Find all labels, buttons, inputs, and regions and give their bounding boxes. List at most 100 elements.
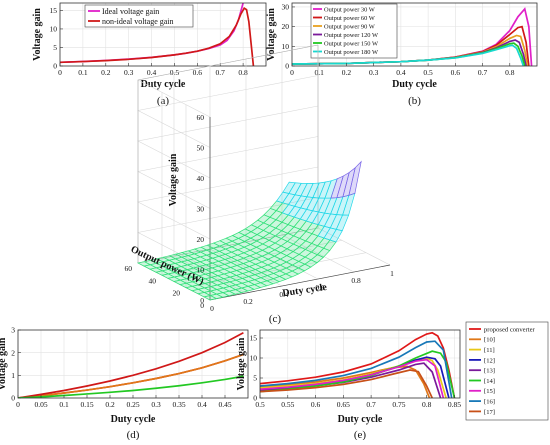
series-line-0	[260, 331, 456, 398]
legend-label: proposed converter	[484, 326, 536, 333]
legend-label: [17]	[484, 409, 495, 416]
x-tick-label: 0.3	[151, 400, 161, 409]
axis-edge-back	[137, 44, 319, 263]
x-tick-label: 0.85	[448, 400, 461, 409]
x-tick-label: 0.7	[216, 68, 226, 77]
x-tick-label: 0.8	[422, 400, 432, 409]
y-tick-label: 15	[50, 6, 58, 15]
floor-grid-y	[185, 252, 367, 288]
x-tick-label: 0.4	[279, 290, 289, 299]
legend-label: Output power 150 W	[324, 40, 379, 47]
x-tick-label: 0.6	[311, 400, 321, 409]
y-tick-label: 20	[173, 289, 181, 298]
x-tick-label: 0.3	[369, 68, 379, 77]
x-tick-label: 0.75	[392, 400, 405, 409]
axes-box	[259, 329, 461, 399]
x-tick-label: 0.65	[337, 400, 350, 409]
y-tick-label: 30	[282, 3, 290, 12]
series-line-2	[18, 331, 244, 398]
plot-e: 0.5 0.55 0.6 0.65 0.7 0.75 0.8 0.85 0 5 10 15 Duty c…	[236, 321, 549, 441]
floor-grid-y	[161, 240, 343, 276]
x-tick-label: 0.15	[80, 400, 93, 409]
x-tick-label: 0.2	[105, 400, 115, 409]
caption: (a)	[157, 95, 170, 107]
legend-label: Ideal voltage gain	[102, 7, 159, 16]
legend-label: Output power 60 W	[324, 15, 376, 22]
series-line-1	[60, 6, 255, 66]
x-tick-label: 0.3	[124, 68, 134, 77]
caption: (d)	[127, 429, 140, 440]
y-axis-label: Voltage gain	[266, 8, 277, 61]
x-tick-label: 0.35	[172, 400, 185, 409]
plot-d: 0 0.05 0.1 0.15 0.2 0.25 0.3 0.35 0.4 0.45 0 1 2 3 Dut…	[0, 326, 249, 441]
y-tick-label: 20	[282, 22, 290, 31]
x-tick-label: 0.8	[505, 68, 515, 77]
series-line-3	[18, 375, 244, 398]
x-tick-label: 0.8	[238, 68, 248, 77]
x-tick-label: 0	[16, 400, 20, 409]
z-tick-label: 40	[197, 174, 205, 183]
legend-label: [12]	[484, 357, 495, 364]
x-tick-label: 0	[290, 68, 294, 77]
z-tick-label: 50	[197, 144, 205, 153]
x-tick-label: 0	[58, 68, 62, 77]
z-axis-label: Voltage gain	[168, 153, 179, 206]
x-tick-label: 0.6	[451, 68, 461, 77]
series-group	[18, 331, 244, 398]
floor-grid-x	[317, 227, 391, 266]
series-line-8	[260, 369, 433, 398]
x-tick-label: 0.1	[59, 400, 69, 409]
x-tick-label: 0.8	[351, 276, 361, 285]
series-line-6	[260, 358, 445, 398]
y-tick-label: 0	[11, 394, 15, 403]
z-tick-label: 10	[197, 266, 205, 275]
x-tick-label: 0.6	[315, 283, 325, 292]
x-tick-label: 0.7	[366, 400, 376, 409]
axes-box	[59, 2, 267, 67]
x-tick-label: 0.4	[197, 400, 207, 409]
legend-label: [14]	[484, 378, 495, 385]
series-group	[60, 3, 255, 66]
y-tick-label: 0	[200, 301, 204, 310]
y-tick-label: 0	[285, 62, 289, 71]
legend-label: Output power 120 W	[324, 32, 379, 39]
y-tick-label: 0	[253, 394, 257, 403]
caption: (c)	[269, 313, 282, 325]
legend-label: [16]	[484, 399, 495, 406]
series-group	[292, 7, 533, 66]
x-tick-label: 0.25	[126, 400, 139, 409]
legend-label: Output power 180 W	[324, 49, 379, 56]
x-tick-label: 0.05	[34, 400, 47, 409]
y-tick-label: 60	[125, 264, 133, 273]
y-axis-label: Voltage gain	[32, 8, 43, 61]
y-tick-label: 2	[11, 348, 15, 357]
axes-box	[291, 2, 538, 67]
y-tick-label: 40	[149, 276, 157, 285]
plot-a: 0 0.1 0.2 0.3 0.4 0.5 0.6 0.7 0.8 0 5 10 15 Duty cycl…	[32, 2, 267, 107]
x-tick-label: 0.2	[101, 68, 111, 77]
legend: proposed converter [10] [11] [12] [13] [14] [1…	[465, 321, 549, 421]
y-tick-label: 5	[53, 43, 57, 52]
y-tick-label: 10	[250, 354, 258, 363]
x-tick-label: 0.4	[147, 68, 157, 77]
plot-c: 0 10 20 30 40 50 60 0 20 40 60 0 0.2 0.4 0.6 0.8 1 Voltag…	[125, 44, 394, 325]
x-tick-label: 0.1	[78, 68, 88, 77]
y-tick-label: 3	[11, 326, 15, 335]
legend-label: non-ideal voltage gain	[102, 17, 174, 26]
x-tick-label: 0.55	[281, 400, 294, 409]
x-tick-label: 0.5	[255, 400, 265, 409]
x-axis-label: Duty cycle	[392, 79, 437, 90]
y-tick-label: 15	[250, 334, 258, 343]
x-axis-label: Duty cycle	[141, 79, 186, 90]
x-tick-label: 0.2	[243, 297, 253, 306]
y-tick-label: 10	[282, 42, 290, 51]
y-tick-label: 1	[11, 371, 15, 380]
legend-label: [11]	[484, 347, 495, 354]
plot-b: 0 0.1 0.2 0.3 0.4 0.5 0.6 0.7 0.8 0 10 20 30 Duty cyc…	[266, 2, 538, 107]
x-tick-label: 0.7	[478, 68, 488, 77]
z-tick-label: 20	[197, 235, 205, 244]
surface-cell	[348, 160, 362, 196]
